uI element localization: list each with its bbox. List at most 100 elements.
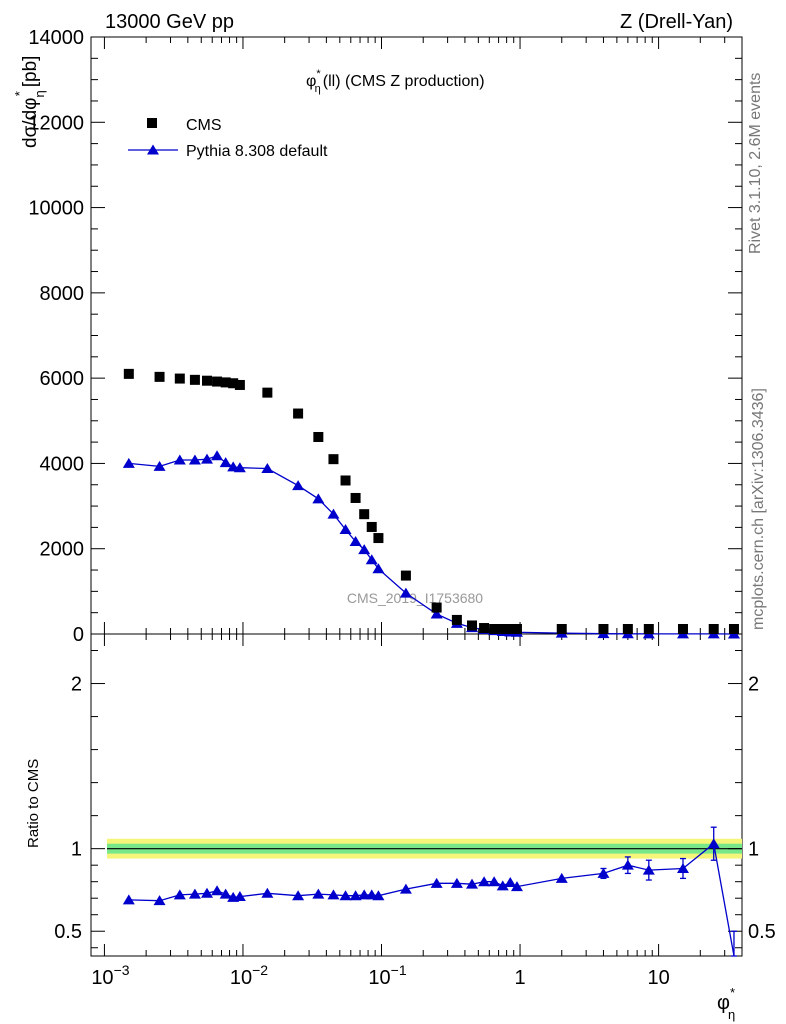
mc-marker-main bbox=[339, 524, 352, 535]
legend: CMS Pythia 8.308 default bbox=[128, 117, 328, 160]
mc-marker-ratio bbox=[642, 864, 655, 875]
x-tick-label: 10 bbox=[647, 967, 669, 989]
mc-marker-ratio bbox=[676, 862, 689, 873]
y-ticks-main: 0 2000 4000 6000 8000 10000 12000 14000 bbox=[28, 27, 742, 646]
y-tick-label-main: 12000 bbox=[28, 112, 84, 134]
y-tick-label-main: 0 bbox=[73, 624, 84, 646]
mcplots-label: mcplots.cern.ch [arXiv:1306.3436] bbox=[750, 388, 767, 630]
cms-data-point bbox=[359, 509, 370, 520]
x-tick-label: 1 bbox=[514, 967, 525, 989]
cms-data-point bbox=[201, 375, 212, 386]
y-tick-label-ratio-left: 2 bbox=[71, 674, 82, 696]
mc-marker-ratio bbox=[466, 878, 479, 889]
cms-data-point bbox=[366, 521, 377, 532]
main-title: φ* η (ll) (CMS Z production) bbox=[306, 68, 485, 95]
x-tick-label: 10−3 bbox=[91, 962, 129, 989]
header-right: Z (Drell-Yan) bbox=[620, 11, 733, 33]
main-title-symbol: φ bbox=[306, 73, 316, 90]
mc-marker-ratio bbox=[188, 888, 201, 899]
mc-marker-ratio bbox=[219, 888, 232, 899]
mc-marker-main bbox=[430, 608, 443, 619]
y-tick-label-main: 6000 bbox=[40, 368, 85, 390]
cms-data-point bbox=[497, 624, 508, 634]
mc-marker-ratio bbox=[488, 876, 501, 887]
mc-marker-main bbox=[358, 544, 371, 555]
legend-marker-pythia bbox=[147, 144, 159, 155]
cms-data-point bbox=[313, 431, 324, 442]
mc-marker-ratio bbox=[555, 872, 568, 883]
y-tick-label-ratio-right: 0.5 bbox=[748, 921, 776, 943]
mc-marker-ratio bbox=[504, 877, 517, 888]
y-axis-label-main-unit: [pb] bbox=[20, 56, 41, 88]
cms-data-point bbox=[262, 387, 273, 398]
mc-marker-ratio bbox=[233, 891, 246, 902]
mc-marker-main bbox=[122, 457, 135, 468]
cms-data-point bbox=[467, 620, 478, 631]
cms-data-point bbox=[293, 408, 304, 419]
mc-marker-main bbox=[200, 453, 213, 464]
cms-data-point bbox=[350, 492, 361, 503]
x-ticks: 10−3 10−2 10−1 1 10 bbox=[91, 37, 743, 989]
mc-marker-ratio bbox=[292, 890, 305, 901]
ratio-mc-series bbox=[122, 826, 737, 957]
legend-label-cms: CMS bbox=[186, 117, 222, 134]
cms-data-point bbox=[489, 624, 500, 634]
cms-data-point bbox=[622, 624, 633, 634]
y-axis-label-main-sub: η bbox=[32, 90, 47, 97]
mc-marker-main bbox=[365, 554, 378, 565]
cms-data-point bbox=[340, 475, 351, 486]
cms-data-point bbox=[400, 570, 411, 581]
mc-marker-main bbox=[188, 454, 201, 465]
cms-data-point bbox=[174, 373, 185, 384]
ratio-panel-frame bbox=[90, 633, 743, 957]
main-mc-series bbox=[122, 450, 740, 639]
cms-data-point bbox=[511, 624, 522, 634]
y-tick-label-main: 4000 bbox=[40, 453, 85, 475]
mc-marker-main bbox=[349, 535, 362, 546]
cms-data-point bbox=[328, 454, 339, 465]
y-tick-label-ratio-right: 1 bbox=[748, 839, 759, 861]
mc-marker-ratio bbox=[510, 881, 523, 892]
header-left: 13000 GeV pp bbox=[105, 11, 234, 33]
x-tick-label-base: 1 bbox=[514, 967, 525, 989]
y-ticks-ratio: 0.5 0.5 1 1 2 2 bbox=[54, 650, 776, 949]
mc-marker-ratio bbox=[358, 889, 371, 900]
cms-data-point bbox=[220, 377, 231, 388]
cms-data-point bbox=[154, 371, 165, 382]
mc-marker-main bbox=[233, 462, 246, 473]
cms-data-point bbox=[234, 379, 245, 390]
y-tick-label-ratio-left: 1 bbox=[71, 839, 82, 861]
mc-marker-ratio bbox=[496, 880, 509, 891]
x-tick-label-base: 10 bbox=[368, 967, 390, 989]
y-axis-label-ratio: Ratio to CMS bbox=[25, 759, 42, 848]
mc-marker-ratio bbox=[211, 885, 224, 896]
cms-data-point bbox=[598, 624, 609, 634]
legend-label-pythia: Pythia 8.308 default bbox=[186, 143, 328, 160]
x-axis-label-sup: * bbox=[730, 985, 735, 1000]
mc-marker-ratio bbox=[173, 889, 186, 900]
cms-data-point bbox=[212, 376, 223, 387]
y-tick-label-main: 14000 bbox=[28, 27, 84, 49]
main-title-sub: η bbox=[315, 83, 321, 95]
y-axis-label-main-text: dσ/dφ bbox=[20, 98, 41, 148]
x-axis-label-sub: η bbox=[728, 1007, 735, 1022]
mc-marker-main bbox=[211, 450, 224, 461]
cms-data-point bbox=[479, 623, 490, 634]
rivet-version-label: Rivet 3.1.10, 2.6M events bbox=[747, 73, 764, 254]
mc-marker-ratio bbox=[478, 876, 491, 887]
mc-marker-ratio bbox=[621, 859, 634, 870]
x-tick-label: 10−1 bbox=[368, 962, 406, 989]
y-tick-label-main: 2000 bbox=[40, 539, 85, 561]
legend-marker-cms bbox=[147, 118, 157, 128]
y-axis-label-main: dσ/dφη * [pb] bbox=[12, 56, 47, 148]
main-data-series bbox=[123, 368, 739, 634]
y-tick-label-ratio-left: 0.5 bbox=[54, 921, 82, 943]
mc-marker-ratio bbox=[122, 894, 135, 905]
mc-line-main bbox=[128, 455, 735, 635]
y-tick-label-ratio-right: 2 bbox=[748, 674, 759, 696]
mc-marker-ratio bbox=[349, 890, 362, 901]
cms-data-point bbox=[451, 614, 462, 625]
mc-marker-ratio bbox=[153, 895, 166, 906]
cms-data-point bbox=[431, 602, 442, 613]
